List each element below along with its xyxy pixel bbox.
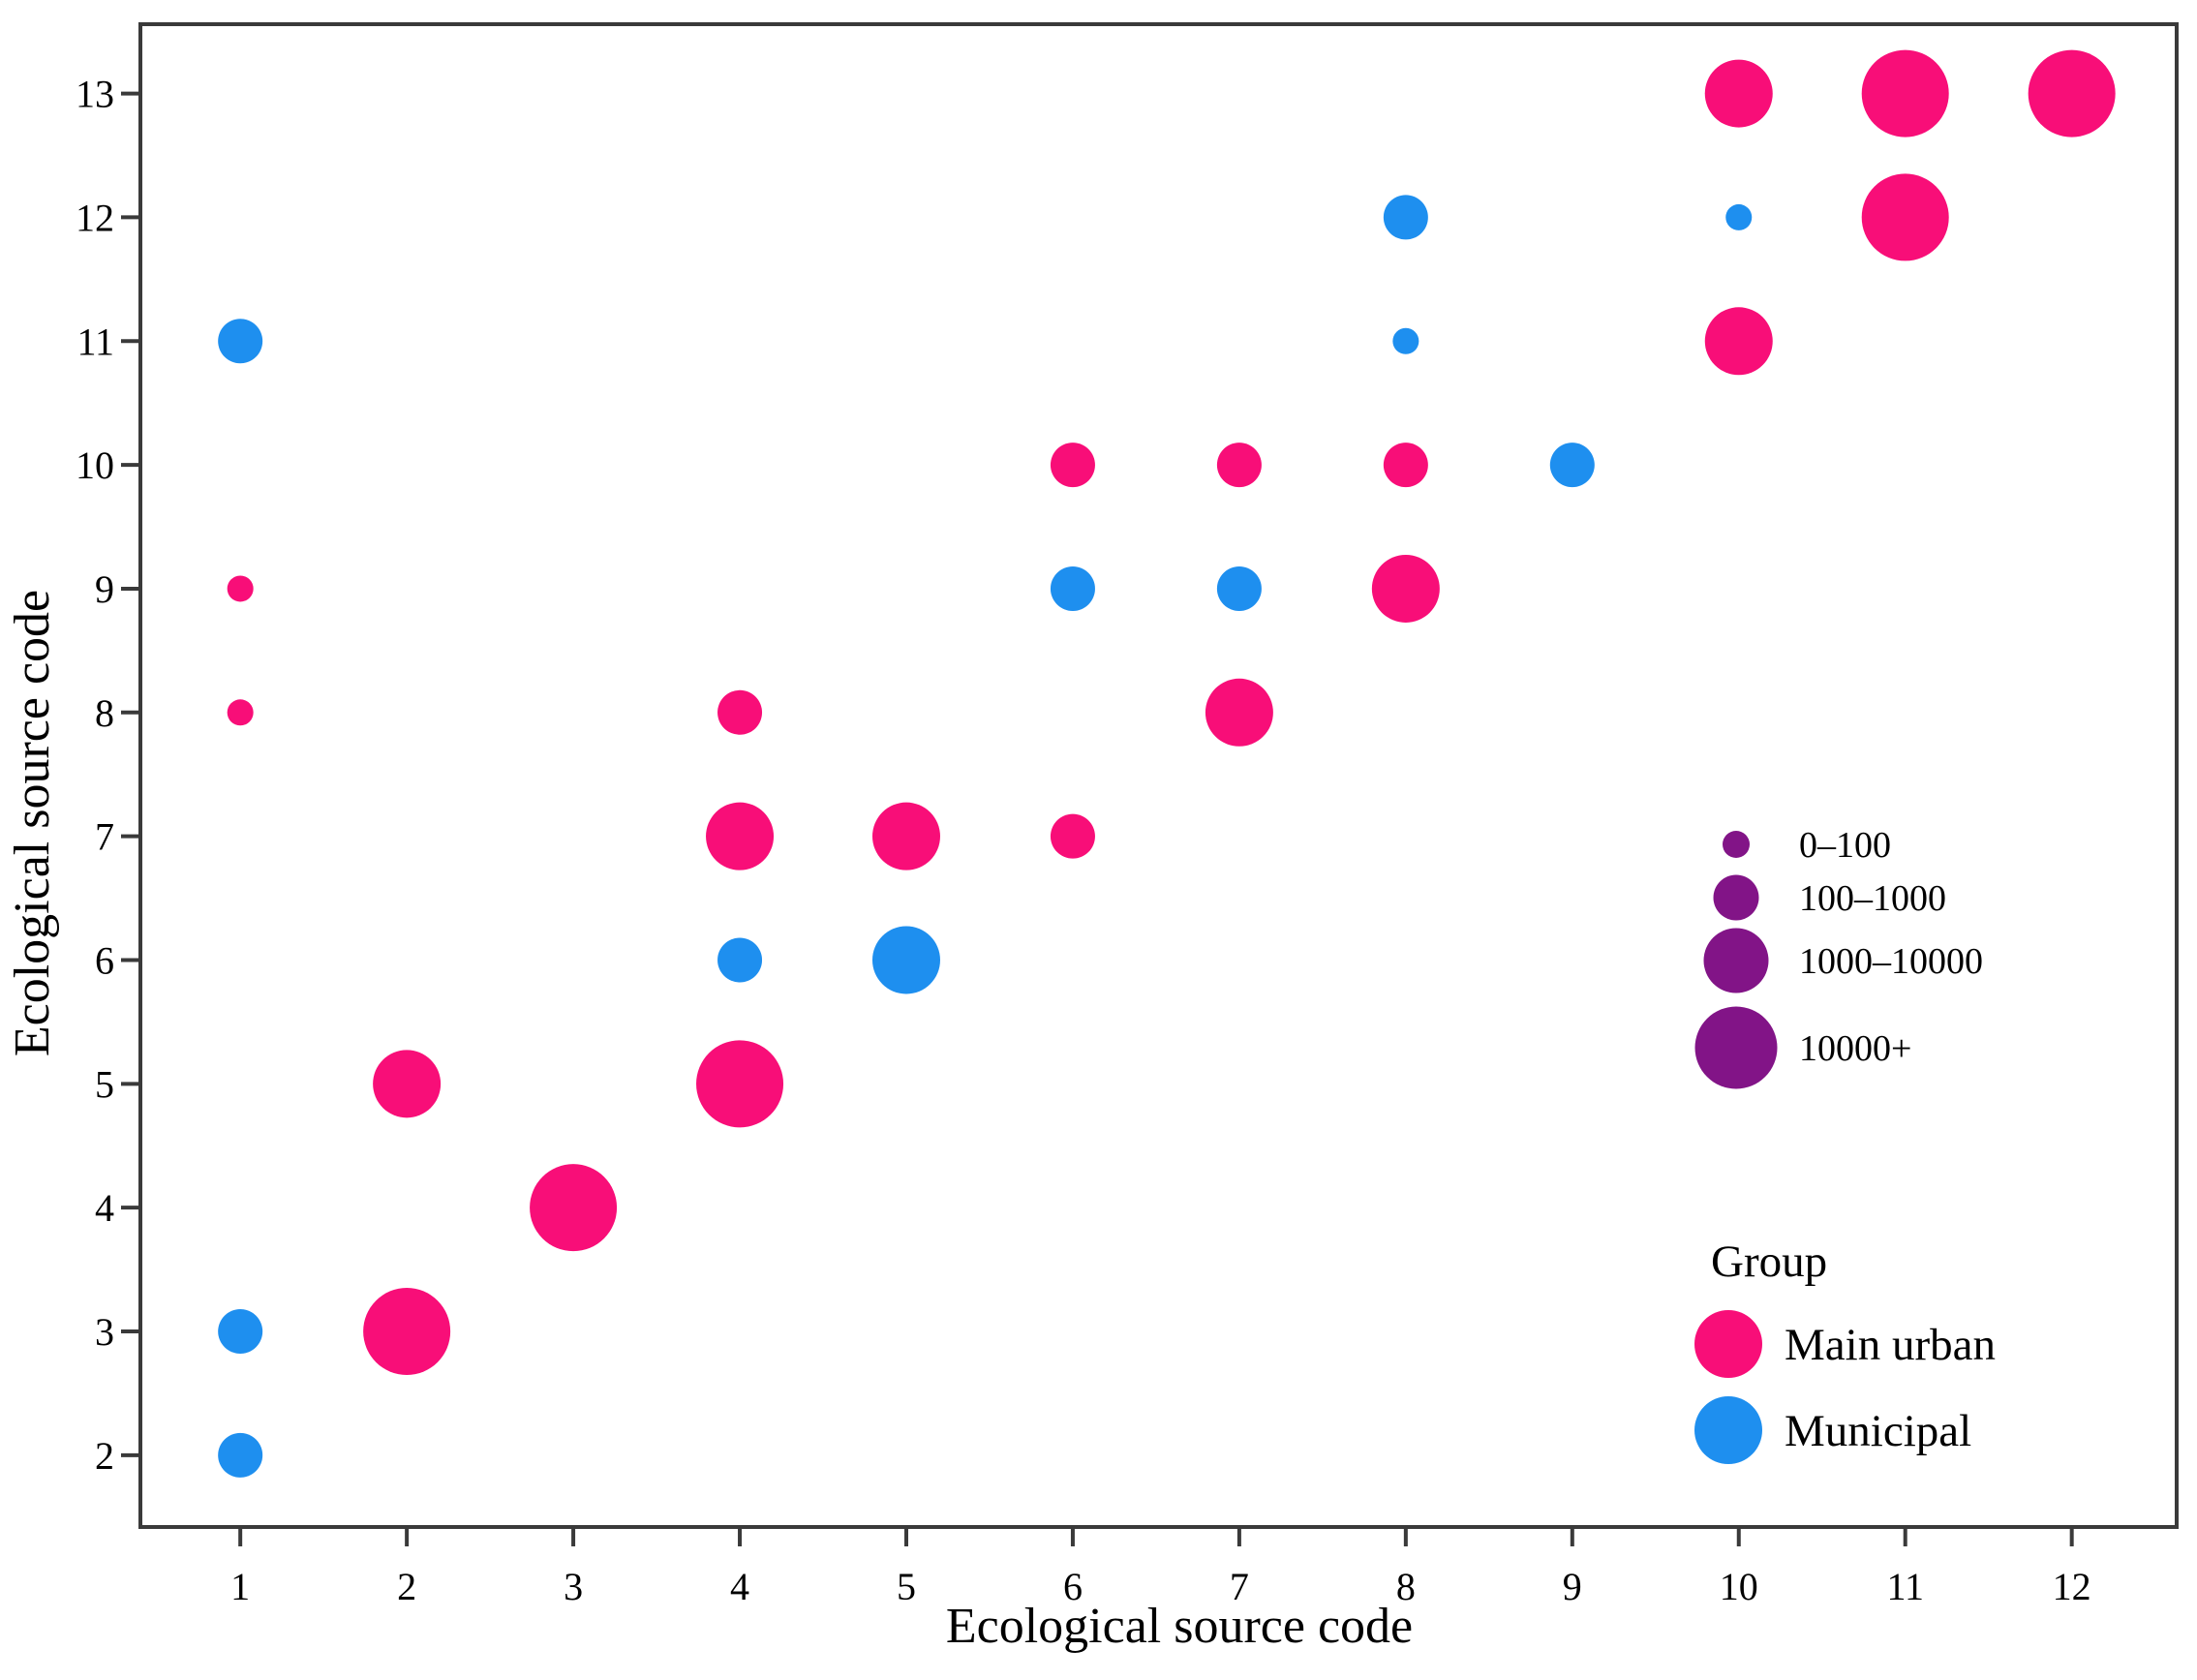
size-legend-swatch-0 [1723,831,1750,858]
bubble-municipal-x1-y11 [218,319,263,364]
bubble-main_urban-x6-y7 [1050,813,1095,859]
size-legend-label-2: 1000–10000 [1799,941,1983,982]
size-legend-label-1: 100–1000 [1799,878,1946,919]
y-axis-title: Ecological source code [5,590,60,1056]
x-tick-label-10: 10 [1720,1565,1758,1608]
bubble-main_urban-x7-y8 [1205,678,1273,747]
y-tick-label-3: 3 [95,1310,114,1354]
x-tick-label-1: 1 [230,1565,250,1608]
bubble-municipal-x7-y9 [1216,565,1262,611]
bubble-main_urban-x8-y9 [1371,554,1440,623]
x-tick-label-5: 5 [897,1565,916,1608]
y-tick-label-11: 11 [76,320,114,363]
size-legend-label-0: 0–100 [1799,825,1891,866]
bubble-main_urban-x4-y8 [717,689,763,735]
bubble-main_urban-x2-y5 [373,1050,442,1118]
y-tick-label-2: 2 [95,1434,114,1478]
bubble-main_urban-x6-y10 [1050,443,1095,488]
x-tick-label-12: 12 [2053,1565,2091,1608]
size-legend-swatch-2 [1703,928,1769,993]
x-tick-label-3: 3 [564,1565,583,1608]
bubble-municipal-x8-y12 [1383,195,1428,240]
x-tick-label-2: 2 [397,1565,416,1608]
bubble-municipal-x9-y10 [1549,443,1595,488]
y-tick-label-12: 12 [76,196,114,239]
bubble-main_urban-x7-y10 [1216,443,1262,488]
bubble-main_urban-x11-y12 [1861,173,1949,261]
y-tick-label-10: 10 [76,443,114,487]
bubble-main_urban-x5-y7 [871,802,940,871]
size-legend-swatch-1 [1713,874,1759,921]
bubble-municipal-x6-y9 [1050,565,1095,611]
x-tick-label-8: 8 [1396,1565,1416,1608]
x-tick-label-4: 4 [730,1565,749,1608]
size-legend-label-3: 10000+ [1799,1028,1911,1069]
group-legend-swatch-main_urban [1694,1310,1762,1378]
y-tick-label-13: 13 [76,73,114,116]
bubble-municipal-x10-y12 [1725,203,1753,230]
y-tick-label-4: 4 [95,1186,114,1230]
group-legend-title: Group [1711,1237,1827,1287]
bubble-main_urban-x10-y11 [1704,307,1773,376]
x-axis-title: Ecological source code [946,1599,1413,1654]
bubble-municipal-x4-y6 [717,937,763,983]
x-tick-label-6: 6 [1063,1565,1083,1608]
bubble-main_urban-x12-y13 [2028,49,2116,137]
bubble-main_urban-x8-y10 [1383,443,1428,488]
bubble-main_urban-x3-y4 [530,1164,618,1252]
bubble-main_urban-x4-y5 [696,1040,784,1128]
bubble-main_urban-x2-y3 [363,1288,451,1376]
y-tick-label-7: 7 [95,815,114,859]
size-legend-swatch-3 [1694,1006,1778,1089]
group-legend-swatch-municipal [1694,1396,1762,1464]
bubble-main_urban-x1-y8 [227,699,254,726]
bubble-municipal-x5-y6 [871,926,940,994]
bubble-main_urban-x4-y7 [706,802,775,871]
bubble-municipal-x8-y11 [1392,327,1419,354]
y-tick-label-9: 9 [95,567,114,611]
x-tick-label-11: 11 [1886,1565,1924,1608]
group-legend-label-municipal: Municipal [1785,1406,1971,1456]
y-tick-label-5: 5 [95,1062,114,1106]
y-tick-label-6: 6 [95,938,114,982]
x-tick-label-9: 9 [1563,1565,1582,1608]
x-tick-label-7: 7 [1230,1565,1249,1608]
bubble-municipal-x1-y3 [218,1309,263,1355]
bubble-main_urban-x11-y13 [1861,49,1949,137]
bubble-municipal-x1-y2 [218,1432,263,1478]
plot-border [138,22,2179,1529]
bubble-main_urban-x1-y9 [227,575,254,602]
group-legend-label-main_urban: Main urban [1785,1320,1996,1370]
bubble-main_urban-x10-y13 [1704,59,1773,128]
y-tick-label-8: 8 [95,691,114,735]
